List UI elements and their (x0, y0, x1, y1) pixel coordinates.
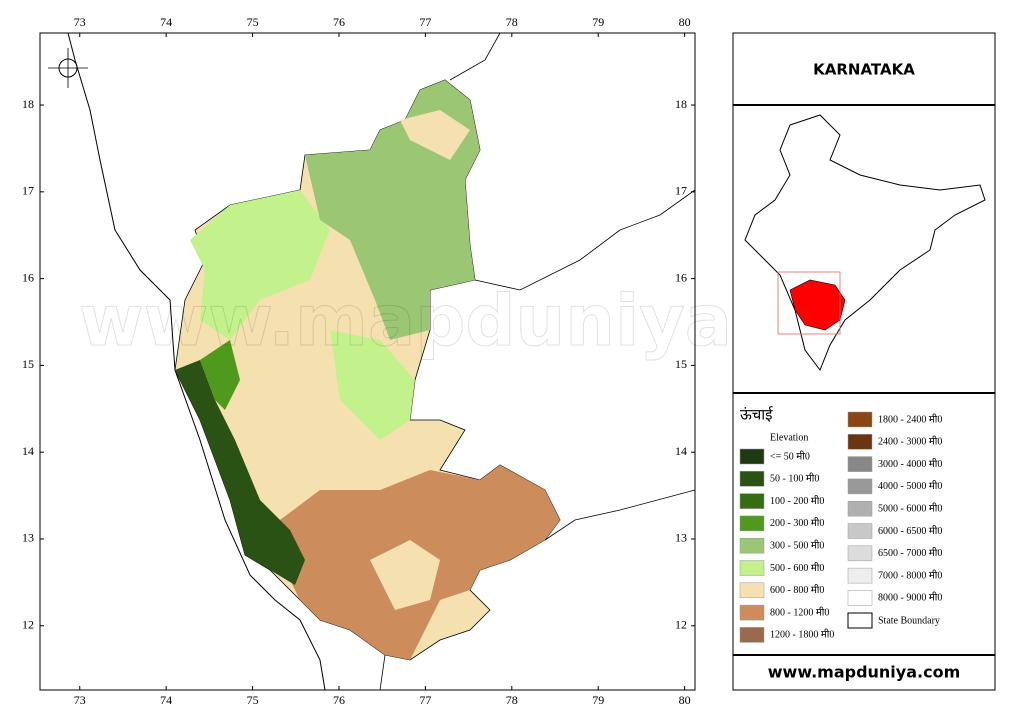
x-tick-label: 79 (592, 693, 604, 707)
legend-swatch (847, 456, 873, 472)
legend-swatch (739, 604, 765, 621)
legend-swatch (739, 537, 765, 554)
x-tick-label: 79 (592, 15, 604, 29)
y-tick-label: 15 (22, 357, 34, 371)
y-tick-label: 12 (22, 618, 34, 632)
legend-swatch (847, 612, 873, 629)
x-tick-label: 77 (419, 15, 431, 29)
footer-url: www.mapduniya.com (768, 663, 961, 682)
y-tick-label: 16 (22, 270, 34, 284)
legend-label: 1200 - 1800 मी0 (770, 629, 834, 641)
x-tick-label: 74 (160, 693, 172, 707)
legend-label: 100 - 200 मी0 (770, 495, 824, 507)
legend-label: 200 - 300 मी0 (770, 517, 824, 529)
legend-swatch (739, 471, 765, 487)
x-tick-label: 75 (247, 15, 259, 29)
legend-swatch (847, 523, 873, 539)
x-tick-label: 78 (506, 693, 518, 707)
legend-label: 5000 - 6000 मी0 (878, 502, 942, 514)
y-tick-label: 13 (675, 531, 687, 545)
x-tick-label: 77 (419, 693, 431, 707)
legend-label: 6000 - 6500 मी0 (878, 525, 942, 537)
legend-swatch (739, 515, 765, 532)
legend-swatch (739, 493, 765, 509)
legend-label: 7000 - 8000 मी0 (878, 569, 942, 581)
legend-swatch (739, 560, 765, 576)
y-tick-label: 17 (675, 184, 687, 198)
legend-swatch (847, 411, 873, 428)
elevation-zone (175, 360, 305, 585)
legend-label: 4000 - 5000 मी0 (878, 480, 942, 492)
y-tick-label: 16 (675, 270, 687, 284)
title: KARNATAKA (813, 61, 915, 79)
x-tick-label: 78 (506, 15, 518, 29)
legend-label: 1800 - 2400 मी0 (878, 413, 942, 425)
y-tick-label: 18 (675, 97, 687, 111)
y-tick-label: 15 (675, 357, 687, 371)
inset-extent (777, 271, 841, 335)
x-tick-label: 80 (679, 15, 691, 29)
y-tick-label: 13 (22, 531, 34, 545)
y-tick-label: 14 (675, 444, 687, 458)
north-arrow (48, 48, 88, 88)
elevation-zone (400, 110, 470, 160)
legend-swatch (847, 478, 873, 495)
legend-label: 300 - 500 मी0 (770, 539, 824, 551)
inset-map (744, 114, 986, 372)
elevation-zone (330, 330, 415, 440)
legend-swatch (739, 448, 765, 465)
x-tick-label: 75 (247, 693, 259, 707)
x-tick-label: 76 (333, 693, 345, 707)
x-tick-label: 80 (679, 693, 691, 707)
legend-heading: ऊंचाई (740, 405, 774, 423)
legend-label: 2400 - 3000 मी0 (878, 436, 942, 448)
y-tick-label: 18 (22, 97, 34, 111)
legend-label: 6500 - 7000 मी0 (878, 547, 942, 559)
elevation-zone (190, 190, 330, 340)
boundary (449, 32, 501, 81)
legend-label: 800 - 1200 मी0 (770, 606, 829, 618)
legend: <= 50 मी0 50 - 100 मी0 100 - 200 मी0 200 - … (739, 411, 942, 643)
legend-label: State Boundary (878, 615, 940, 626)
legend-swatch (847, 590, 873, 606)
legend-label: 8000 - 9000 मी0 (878, 592, 942, 604)
legend-swatch (847, 567, 873, 584)
legend-label: 3000 - 4000 मी0 (878, 458, 942, 470)
x-tick-label: 73 (74, 693, 86, 707)
y-tick-label: 12 (675, 618, 687, 632)
boundary (544, 489, 696, 541)
legend-label: 50 - 100 मी0 (770, 473, 819, 485)
boundary (474, 189, 696, 291)
x-tick-label: 74 (160, 15, 172, 29)
legend-swatch (847, 500, 873, 517)
legend-label: <= 50 मी0 (770, 450, 810, 462)
legend-swatch (847, 434, 873, 450)
legend-subheading: Elevation (770, 432, 808, 443)
legend-swatch (739, 582, 765, 599)
y-tick-label: 17 (22, 184, 34, 198)
legend-label: 500 - 600 मी0 (770, 562, 824, 574)
y-tick-label: 14 (22, 444, 34, 458)
x-tick-label: 76 (333, 15, 345, 29)
legend-swatch (847, 545, 873, 562)
boundary (379, 654, 386, 691)
x-tick-label: 73 (74, 15, 86, 29)
legend-swatch (739, 627, 765, 643)
legend-label: 600 - 800 मी0 (770, 584, 824, 596)
elevation-zone (370, 540, 440, 610)
elevation-zone (200, 340, 240, 410)
